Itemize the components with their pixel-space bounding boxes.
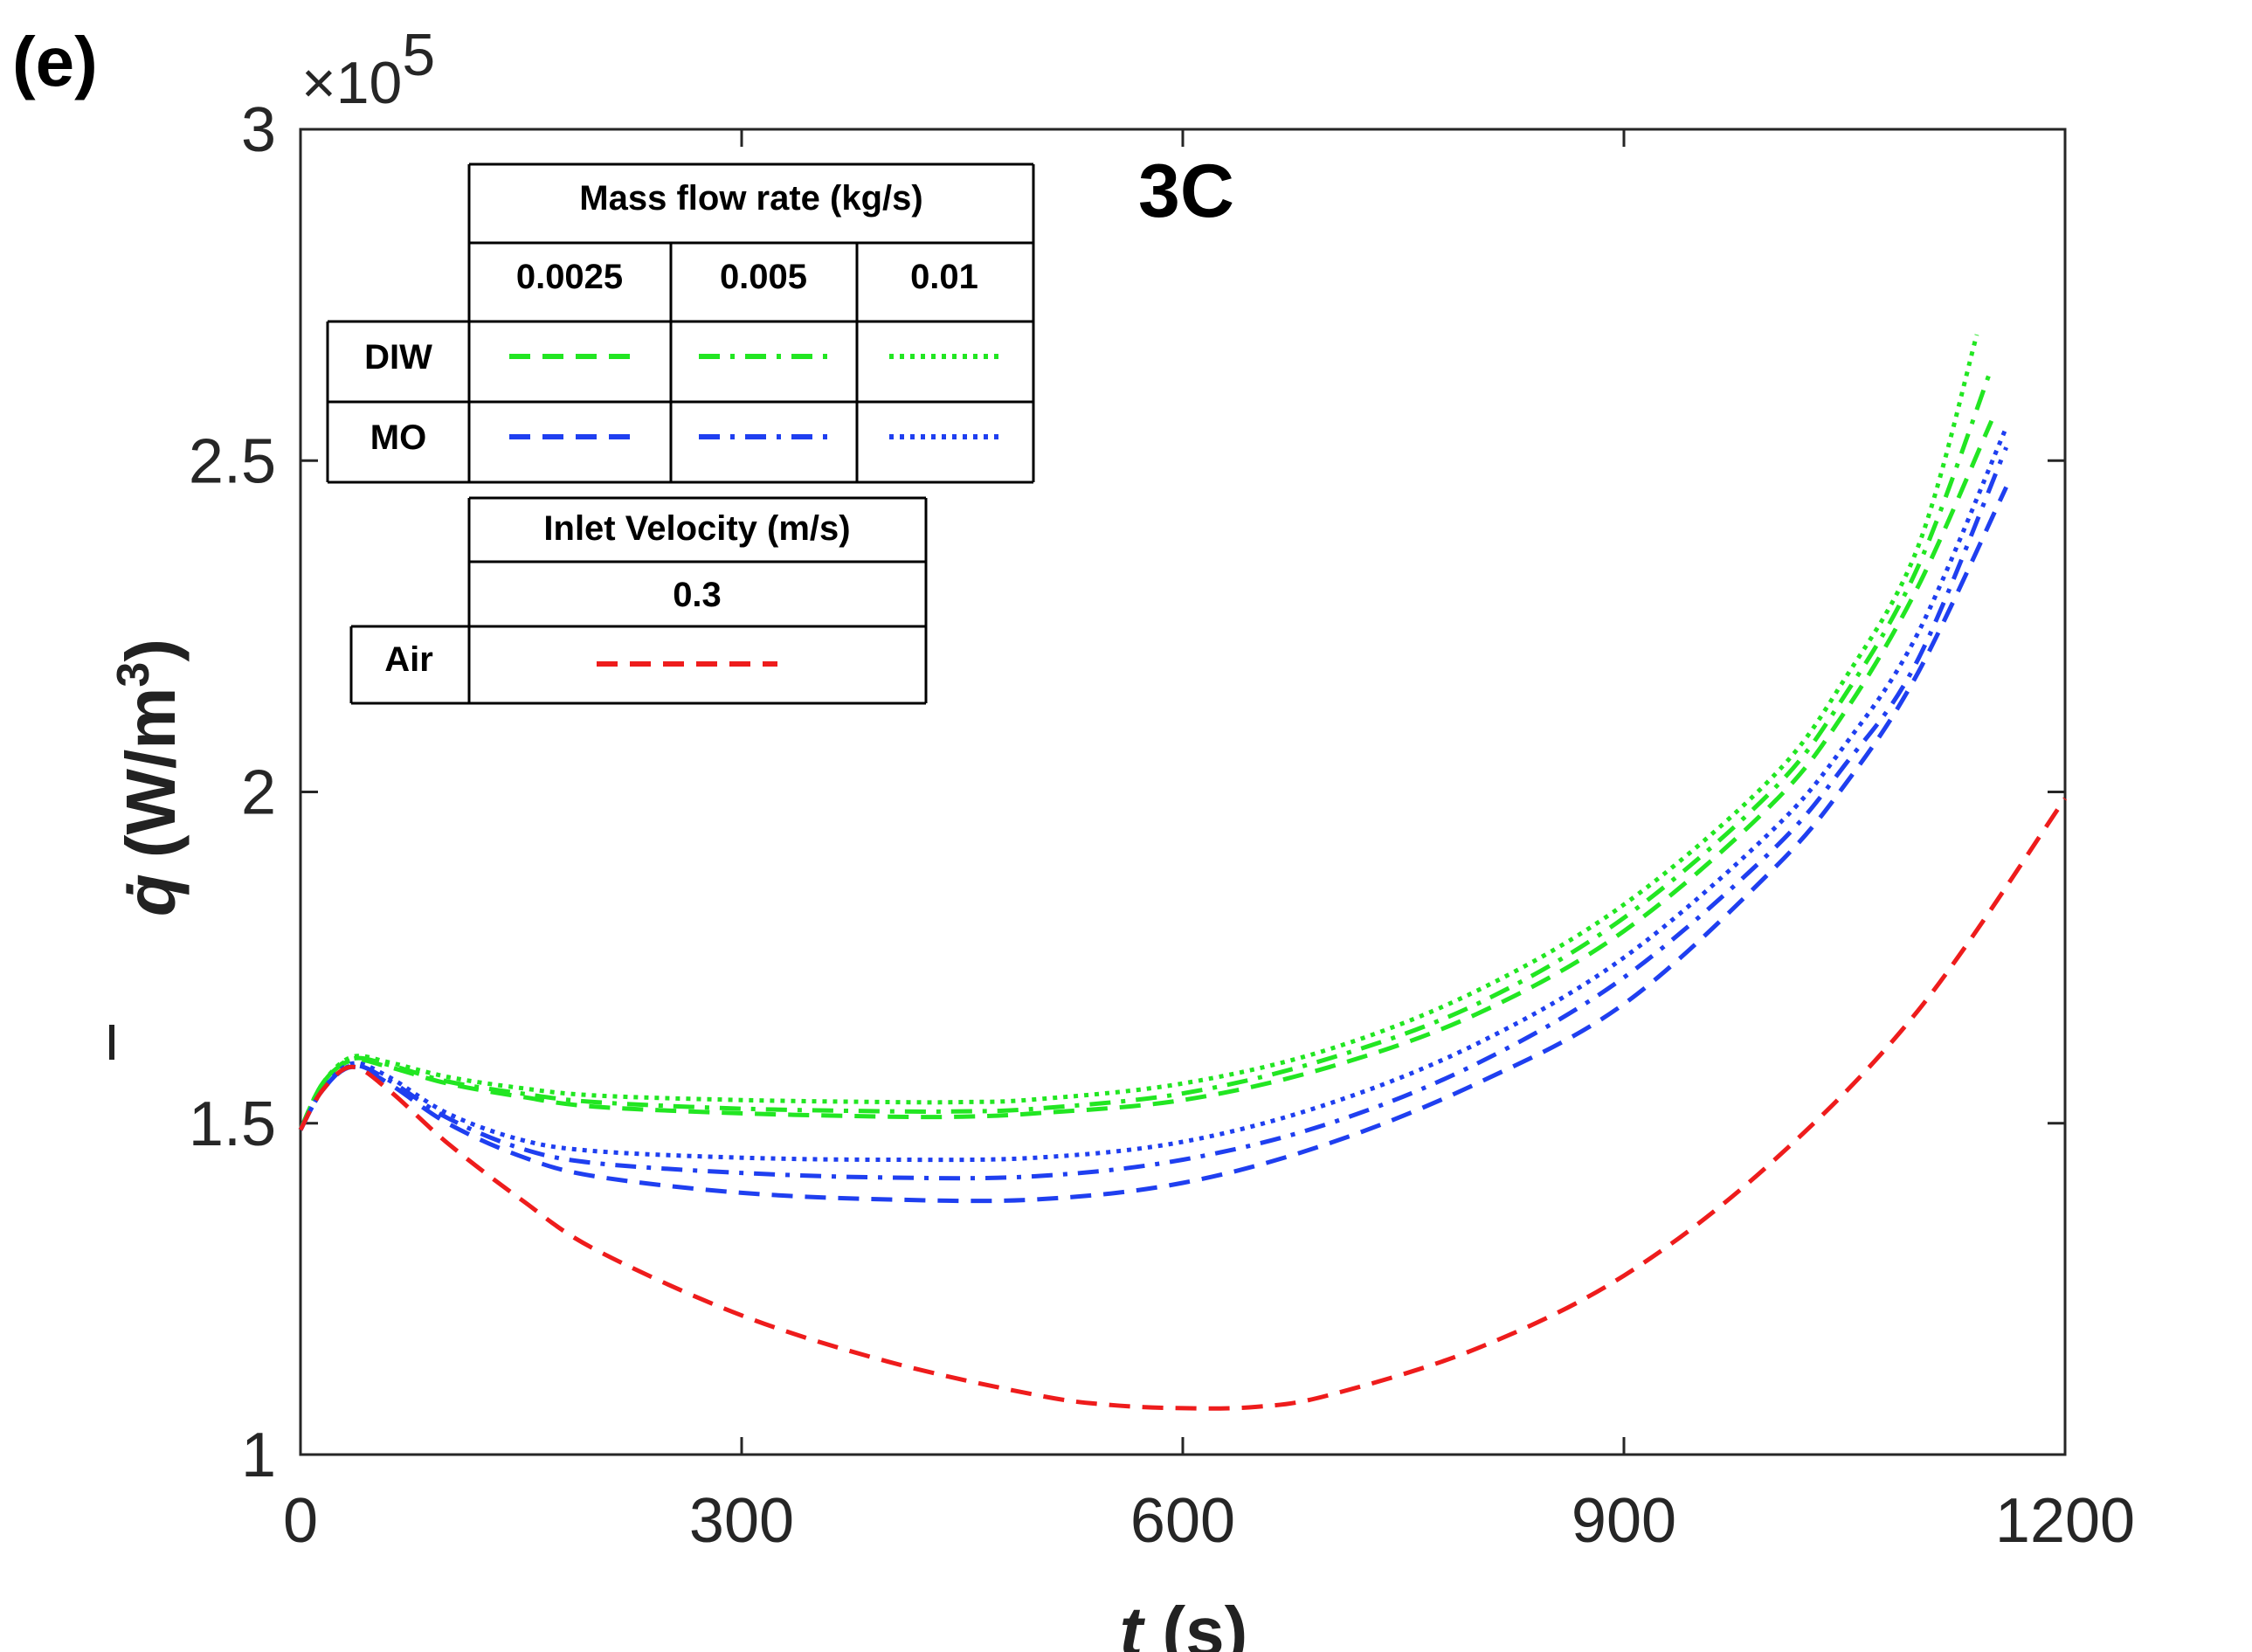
y-axis-label-unit-exponent: 3	[108, 662, 159, 688]
chart-title: 3C	[1138, 149, 1234, 233]
y-axis-label-variable: q̇	[112, 874, 190, 916]
x-axis-label: t (s)	[1120, 1593, 1248, 1652]
plot-area	[299, 128, 2067, 1456]
legend-inlet-velocity	[349, 496, 928, 705]
legend-inlet-velocity-header: Inlet Velocity (m/s)	[543, 509, 850, 548]
x-axis-label-unit: (s)	[1143, 1593, 1247, 1652]
series-line-mo-0-0025	[298, 486, 2008, 1204]
series-line-diw-0-0025	[298, 419, 1994, 1131]
panel-label: (e)	[12, 23, 98, 100]
legend-mass-flow-row-diw: DIW	[364, 338, 432, 377]
y-tick-label: 2.5	[189, 426, 276, 496]
y-tick-label: 2	[241, 758, 276, 828]
series-line-diw-0-005	[298, 367, 1994, 1131]
legend-mass-flow	[326, 162, 1035, 484]
y-tick-label: 1	[241, 1420, 276, 1490]
y-axis-label-unit-close: )	[112, 639, 190, 662]
y-tick-label: 1.5	[189, 1089, 276, 1159]
legend-inlet-velocity-col-0: 0.3	[673, 576, 722, 614]
legend-mass-flow-header: Mass flow rate (kg/s)	[579, 179, 922, 218]
legend-swatches	[509, 354, 1000, 667]
x-axis-label-variable: t	[1120, 1593, 1146, 1652]
x-tick-label: 600	[1130, 1486, 1235, 1556]
y-axis-multiplier-base: ×10	[301, 50, 402, 116]
series-line-mo-0-005	[298, 446, 2009, 1181]
series-line-diw-0-01	[298, 334, 1979, 1131]
y-axis-label-group: q̇ (W/m3)	[108, 639, 190, 1060]
series-line-air-0-3	[298, 797, 2068, 1411]
data-series	[298, 334, 2068, 1411]
x-tick-label: 1200	[1995, 1486, 2135, 1556]
legend-mass-flow-col-0: 0.0025	[516, 258, 623, 296]
legend-mass-flow-text: Mass flow rate (kg/s) 0.0025 0.005 0.01 …	[364, 179, 978, 457]
y-tick-label: 3	[241, 95, 276, 165]
x-tick-label: 0	[283, 1486, 318, 1556]
y-axis-multiplier-exponent: 5	[402, 22, 435, 88]
x-tick-label: 900	[1572, 1486, 1676, 1556]
axis-ticks: 0 300 600 900 1200 1 1.5 2 2.5 3	[189, 95, 2135, 1556]
legend-inlet-velocity-row-air: Air	[384, 640, 433, 679]
y-axis-label: q̇ (W/m3)	[108, 639, 190, 916]
legend-inlet-velocity-text: Inlet Velocity (m/s) 0.3 Air	[384, 509, 850, 679]
y-axis-label-unit: (W/m	[112, 688, 190, 859]
x-tick-label: 300	[689, 1486, 794, 1556]
legend-mass-flow-row-mo: MO	[370, 418, 426, 457]
y-axis-multiplier: ×105	[301, 22, 435, 116]
legend-mass-flow-col-2: 0.01	[910, 258, 978, 296]
legend-mass-flow-col-1: 0.005	[720, 258, 807, 296]
